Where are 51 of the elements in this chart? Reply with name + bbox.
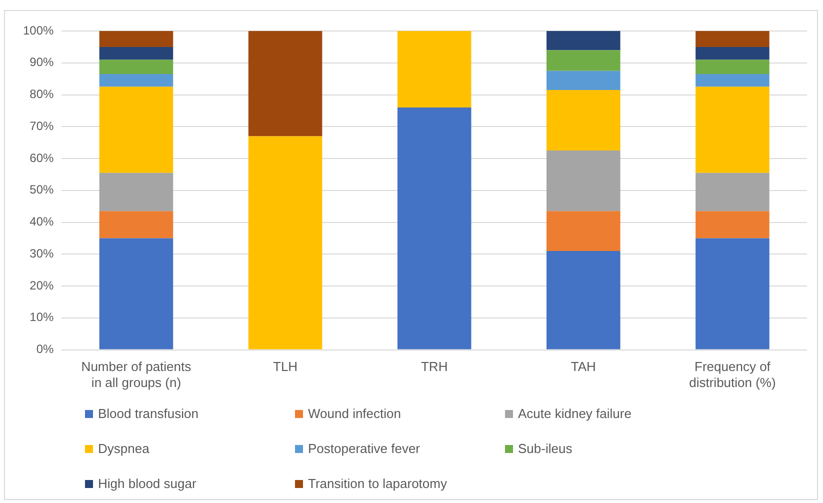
y-tick-label: 100% xyxy=(22,23,54,38)
legend-label: Postoperative fever xyxy=(308,441,420,456)
legend-label: Dyspnea xyxy=(98,441,150,456)
bar xyxy=(696,60,770,74)
bar xyxy=(696,46,770,60)
x-tick-label: TAH xyxy=(570,359,596,374)
bar xyxy=(696,74,770,87)
bar xyxy=(248,31,322,136)
bar xyxy=(248,136,322,350)
bar xyxy=(696,172,770,212)
bar xyxy=(546,31,620,50)
bar xyxy=(99,46,174,60)
bar xyxy=(99,86,174,173)
y-tick-label: 30% xyxy=(30,246,54,260)
bar xyxy=(696,211,770,238)
bar xyxy=(696,86,770,173)
bar xyxy=(546,90,620,151)
bar xyxy=(397,108,472,350)
y-tick-label: 40% xyxy=(30,214,54,229)
y-tick-label: 10% xyxy=(30,310,54,324)
x-tick-label: Frequency of distribution (%) xyxy=(689,359,776,390)
bar xyxy=(546,150,620,212)
bar xyxy=(99,172,174,212)
y-tick-label: 50% xyxy=(30,182,54,197)
y-tick-label: 20% xyxy=(30,278,54,292)
y-tick-label: 70% xyxy=(30,118,54,133)
bar xyxy=(99,60,174,74)
bar xyxy=(546,211,620,251)
legend-label: Acute kidney failure xyxy=(518,406,632,421)
bar xyxy=(546,250,620,350)
x-tick-label: TLH xyxy=(273,359,298,374)
y-tick-label: 60% xyxy=(30,150,54,165)
bar xyxy=(99,211,174,238)
bar xyxy=(696,238,770,350)
y-tick-label: 90% xyxy=(30,55,54,70)
legend-label: Wound infection xyxy=(308,406,401,421)
bar xyxy=(546,70,620,90)
legend-label: High blood sugar xyxy=(98,476,196,491)
x-tick-label: TRH xyxy=(420,359,448,374)
y-tick-label: 0% xyxy=(36,342,54,356)
bar xyxy=(99,31,174,47)
legend-label: Transition to laparotomy xyxy=(308,476,447,491)
bar xyxy=(99,74,174,87)
bar xyxy=(99,238,174,350)
bar xyxy=(546,50,620,71)
bar xyxy=(397,31,472,108)
legend-label: Blood transfusion xyxy=(98,406,198,421)
legend-label: Sub-ileus xyxy=(518,441,572,456)
x-tick-label: Number of patients in all groups (n) xyxy=(81,359,192,390)
y-tick-label: 80% xyxy=(30,87,54,102)
bar xyxy=(696,31,770,47)
